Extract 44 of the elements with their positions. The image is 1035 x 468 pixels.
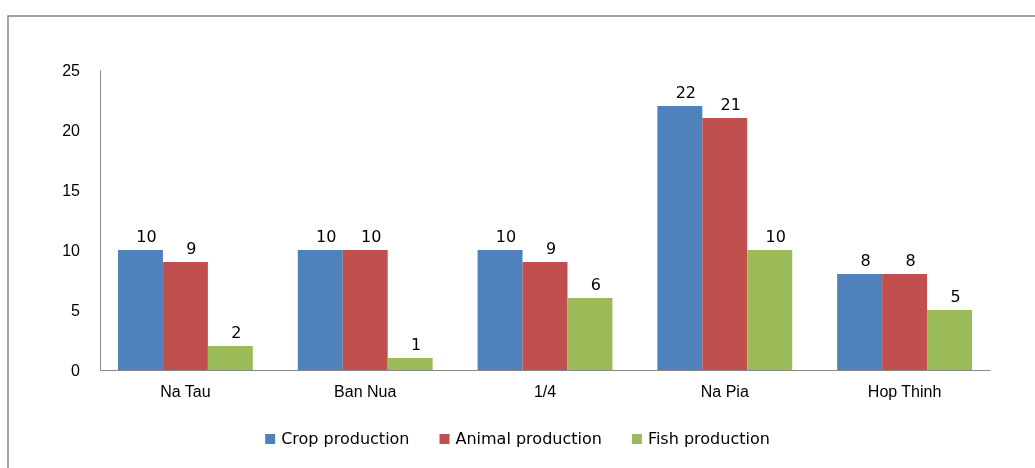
data-label: 10 [316, 227, 337, 246]
x-tick-label: Na Tau [160, 383, 211, 401]
bar [117, 250, 163, 370]
data-label: 6 [590, 275, 602, 294]
bar [387, 358, 433, 370]
data-label: 22 [675, 83, 697, 102]
x-tick-label: Ban Nua [334, 383, 397, 401]
bar [927, 310, 973, 370]
bar [207, 346, 253, 370]
data-label: 1 [411, 335, 422, 354]
bar [162, 262, 208, 370]
y-tick-label: 15 [62, 181, 81, 199]
legend-label: Animal production [455, 429, 602, 448]
legend-label: Crop production [281, 429, 410, 448]
legend-label: Fish production [647, 429, 770, 448]
bar [747, 250, 793, 370]
bar [342, 250, 388, 370]
bar [522, 262, 568, 370]
bar [567, 298, 613, 370]
data-label: 10 [765, 227, 786, 246]
data-label: 5 [950, 287, 961, 306]
data-label: 9 [186, 239, 197, 258]
data-label: 9 [545, 239, 557, 258]
bar [297, 250, 343, 370]
data-label: 10 [361, 227, 382, 246]
x-tick-label: Hop Thinh [867, 383, 942, 401]
y-tick-label: 25 [62, 61, 81, 79]
bar [657, 106, 703, 370]
x-tick-label: Na Pia [700, 383, 749, 401]
data-label: 21 [720, 95, 741, 114]
y-tick-label: 5 [71, 301, 81, 319]
bar [882, 274, 928, 370]
bar [837, 274, 883, 370]
data-label: 8 [860, 251, 871, 270]
y-tick-label: 0 [71, 361, 81, 379]
x-tick-label: 1/4 [533, 383, 557, 401]
data-label: 10 [136, 227, 157, 246]
data-label: 10 [495, 227, 517, 246]
data-label: 8 [905, 251, 916, 270]
y-tick-label: 10 [62, 241, 81, 259]
y-tick-label: 20 [62, 121, 81, 139]
data-label: 2 [231, 323, 242, 342]
bar [702, 118, 748, 370]
bar [477, 250, 523, 370]
